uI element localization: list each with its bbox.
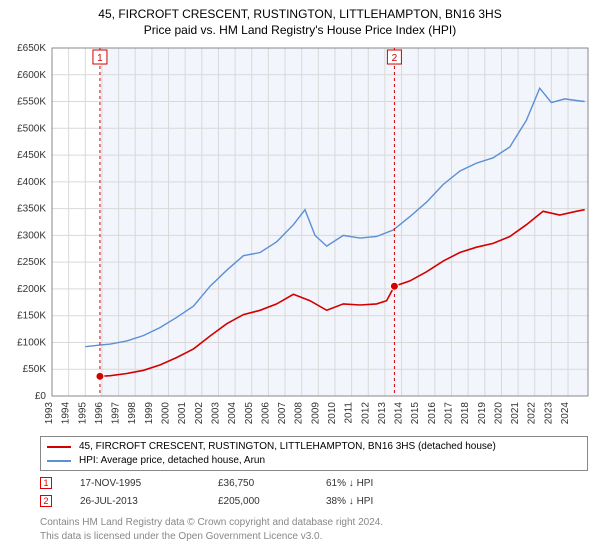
- svg-text:2023: 2023: [543, 402, 554, 425]
- svg-text:2016: 2016: [427, 402, 438, 425]
- svg-text:2011: 2011: [344, 402, 355, 424]
- svg-text:£300K: £300K: [17, 230, 46, 241]
- event-marker-1: 1: [40, 477, 52, 489]
- event-price: £205,000: [218, 496, 298, 507]
- svg-text:2019: 2019: [477, 402, 488, 425]
- svg-text:2024: 2024: [560, 402, 571, 425]
- svg-text:£450K: £450K: [17, 150, 46, 161]
- svg-text:1997: 1997: [111, 402, 122, 425]
- svg-text:2018: 2018: [460, 402, 471, 425]
- svg-text:2013: 2013: [377, 402, 388, 425]
- svg-text:£0: £0: [35, 391, 47, 402]
- legend-label-2: HPI: Average price, detached house, Arun: [79, 454, 265, 468]
- chart-area: £0£50K£100K£150K£200K£250K£300K£350K£400…: [50, 46, 590, 426]
- legend-row: HPI: Average price, detached house, Arun: [47, 454, 581, 468]
- title-block: 45, FIRCROFT CRESCENT, RUSTINGTON, LITTL…: [0, 0, 600, 38]
- svg-text:2012: 2012: [360, 402, 371, 425]
- event-row: 2 26-JUL-2013 £205,000 38% ↓ HPI: [40, 492, 436, 510]
- svg-text:2006: 2006: [260, 402, 271, 425]
- svg-text:2015: 2015: [410, 402, 421, 425]
- svg-text:2004: 2004: [227, 402, 238, 425]
- events-table: 1 17-NOV-1995 £36,750 61% ↓ HPI 2 26-JUL…: [40, 474, 436, 510]
- svg-text:1995: 1995: [77, 402, 88, 425]
- event-delta: 61% ↓ HPI: [326, 478, 436, 489]
- chart-container: 45, FIRCROFT CRESCENT, RUSTINGTON, LITTL…: [0, 0, 600, 560]
- svg-text:2001: 2001: [177, 402, 188, 425]
- svg-text:2000: 2000: [161, 402, 172, 425]
- svg-text:2020: 2020: [493, 402, 504, 425]
- footer-line-2: This data is licensed under the Open Gov…: [40, 530, 383, 544]
- legend-swatch-1: [47, 446, 71, 448]
- legend-row: 45, FIRCROFT CRESCENT, RUSTINGTON, LITTL…: [47, 440, 581, 454]
- svg-text:2005: 2005: [244, 402, 255, 425]
- svg-text:£550K: £550K: [17, 97, 46, 108]
- footer: Contains HM Land Registry data © Crown c…: [40, 516, 383, 543]
- svg-text:£50K: £50K: [23, 364, 47, 375]
- svg-text:£150K: £150K: [17, 311, 46, 322]
- svg-text:2003: 2003: [210, 402, 221, 425]
- svg-text:2014: 2014: [394, 402, 405, 425]
- svg-text:1: 1: [97, 53, 103, 64]
- svg-text:2017: 2017: [444, 402, 455, 425]
- footer-line-1: Contains HM Land Registry data © Crown c…: [40, 516, 383, 530]
- svg-text:2007: 2007: [277, 402, 288, 425]
- svg-text:2: 2: [392, 53, 398, 64]
- event-price: £36,750: [218, 478, 298, 489]
- svg-text:£250K: £250K: [17, 257, 46, 268]
- svg-text:£100K: £100K: [17, 337, 46, 348]
- event-marker-2: 2: [40, 495, 52, 507]
- title-line-1: 45, FIRCROFT CRESCENT, RUSTINGTON, LITTL…: [0, 6, 600, 22]
- event-date: 26-JUL-2013: [80, 496, 190, 507]
- svg-text:£350K: £350K: [17, 204, 46, 215]
- svg-text:2009: 2009: [310, 402, 321, 425]
- legend-label-1: 45, FIRCROFT CRESCENT, RUSTINGTON, LITTL…: [79, 440, 496, 454]
- title-line-2: Price paid vs. HM Land Registry's House …: [0, 22, 600, 38]
- svg-text:2008: 2008: [294, 402, 305, 425]
- svg-text:2022: 2022: [527, 402, 538, 425]
- svg-text:2021: 2021: [510, 402, 521, 425]
- svg-text:£650K: £650K: [17, 43, 46, 54]
- svg-text:£400K: £400K: [17, 177, 46, 188]
- svg-text:£200K: £200K: [17, 284, 46, 295]
- event-delta: 38% ↓ HPI: [326, 496, 436, 507]
- svg-text:2010: 2010: [327, 402, 338, 425]
- event-date: 17-NOV-1995: [80, 478, 190, 489]
- svg-text:£600K: £600K: [17, 70, 46, 81]
- legend-box: 45, FIRCROFT CRESCENT, RUSTINGTON, LITTL…: [40, 436, 588, 471]
- svg-text:£500K: £500K: [17, 123, 46, 134]
- svg-text:2002: 2002: [194, 402, 205, 425]
- legend-swatch-2: [47, 460, 71, 462]
- svg-text:1993: 1993: [44, 402, 55, 425]
- chart-svg: £0£50K£100K£150K£200K£250K£300K£350K£400…: [50, 46, 590, 426]
- svg-text:1999: 1999: [144, 402, 155, 425]
- svg-text:1998: 1998: [127, 402, 138, 425]
- event-row: 1 17-NOV-1995 £36,750 61% ↓ HPI: [40, 474, 436, 492]
- svg-text:1994: 1994: [61, 402, 72, 425]
- svg-text:1996: 1996: [94, 402, 105, 425]
